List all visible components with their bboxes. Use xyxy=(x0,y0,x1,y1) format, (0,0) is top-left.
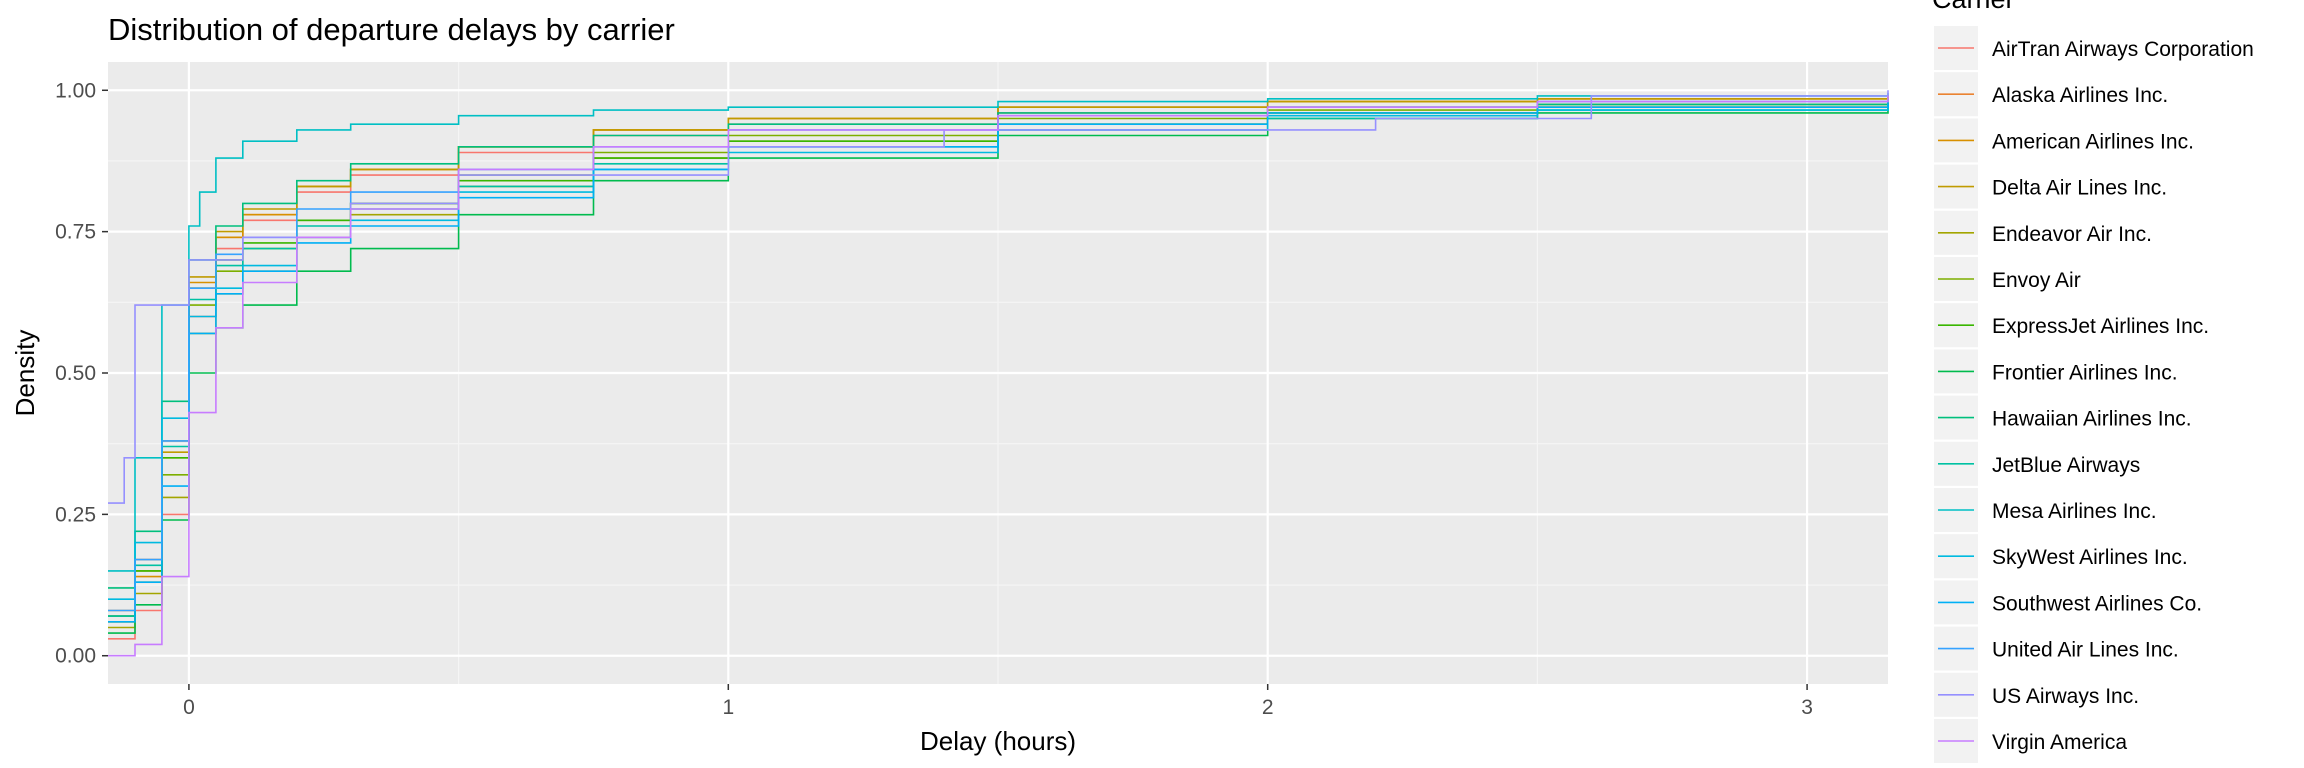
x-tick-label: 0 xyxy=(183,696,195,719)
series-layer xyxy=(108,90,1889,657)
legend-label-mesa-airlines-inc: Mesa Airlines Inc. xyxy=(1992,500,2157,523)
legend-label-us-airways-inc: US Airways Inc. xyxy=(1992,685,2139,708)
legend-label-alaska-airlines-inc: Alaska Airlines Inc. xyxy=(1992,84,2168,107)
x-tick-label: 2 xyxy=(1262,696,1274,719)
x-axis: 0 1 2 3 xyxy=(183,684,1813,719)
legend-label-american-airlines-inc: American Airlines Inc. xyxy=(1992,130,2194,153)
x-axis-title: Delay (hours) xyxy=(920,726,1076,756)
y-tick-label: 0.50 xyxy=(55,362,96,385)
legend-label-frontier-airlines-inc: Frontier Airlines Inc. xyxy=(1992,361,2178,384)
legend-label-southwest-airlines-co: Southwest Airlines Co. xyxy=(1992,592,2202,615)
x-tick-label: 1 xyxy=(722,696,734,719)
chart-title: Distribution of departure delays by carr… xyxy=(108,12,675,47)
legend-label-hawaiian-airlines-inc: Hawaiian Airlines Inc. xyxy=(1992,408,2192,431)
legend-label-expressjet-airlines-inc: ExpressJet Airlines Inc. xyxy=(1992,315,2209,338)
legend-items: AirTran Airways Corporation Alaska Airlin… xyxy=(1934,26,2254,763)
y-tick-label: 0.75 xyxy=(55,221,96,244)
legend-label-delta-air-lines-inc: Delta Air Lines Inc. xyxy=(1992,177,2167,200)
legend-label-jetblue-airways: JetBlue Airways xyxy=(1992,454,2140,477)
legend-title: Carrier xyxy=(1932,0,2015,14)
y-tick-label: 0.00 xyxy=(55,645,96,668)
x-tick-label: 3 xyxy=(1801,696,1813,719)
legend-label-united-air-lines-inc: United Air Lines Inc. xyxy=(1992,639,2179,662)
series-line-virgin-america xyxy=(108,95,1889,657)
legend-label-virgin-america: Virgin America xyxy=(1992,731,2127,754)
y-axis-title: Density xyxy=(10,330,40,417)
legend-label-envoy-air: Envoy Air xyxy=(1992,269,2081,292)
y-tick-label: 0.25 xyxy=(55,503,96,526)
y-axis: 0.00 0.25 0.50 0.75 1.00 xyxy=(55,79,108,668)
legend-label-airtran-airways-corporation: AirTran Airways Corporation xyxy=(1992,38,2254,61)
legend-label-skywest-airlines-inc: SkyWest Airlines Inc. xyxy=(1992,546,2188,569)
legend-label-endeavor-air-inc: Endeavor Air Inc. xyxy=(1992,223,2152,246)
y-tick-label: 1.00 xyxy=(55,79,96,102)
legend: Carrier AirTran Airways Corporation Alask… xyxy=(1932,0,2254,763)
